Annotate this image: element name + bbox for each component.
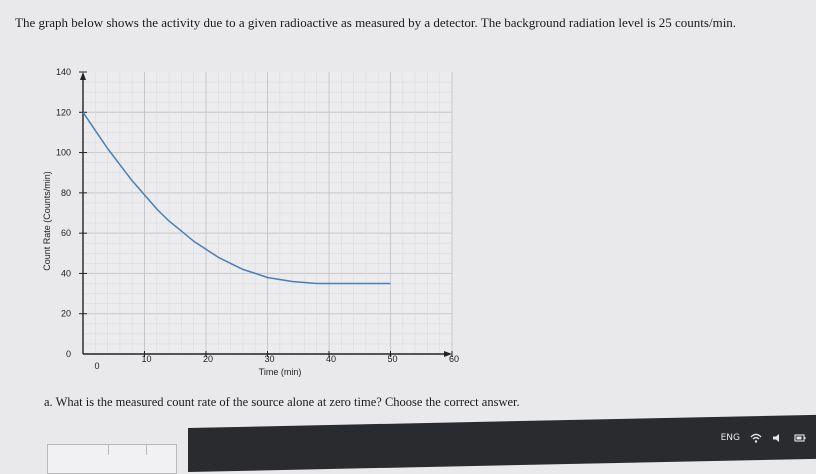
question-part-a: a. What is the measured count rate of th…	[44, 395, 520, 409]
x-tick-label: 0	[94, 361, 99, 371]
y-tick-label: 20	[61, 309, 71, 319]
speaker-icon[interactable]	[772, 433, 784, 443]
x-tick-label: 20	[203, 354, 213, 364]
y-tick-label: 60	[61, 228, 71, 238]
decay-curve	[82, 111, 391, 285]
question-intro: The graph below shows the activity due t…	[15, 15, 737, 30]
y-axis-arrow	[80, 72, 86, 80]
y-tick-label: 80	[61, 188, 71, 198]
y-tick-label: 40	[61, 268, 71, 278]
answer-box-divider	[146, 445, 147, 455]
answer-choice-box[interactable]	[47, 444, 177, 474]
y-tick-label: 100	[56, 148, 71, 158]
x-tick-label: 60	[449, 354, 459, 364]
y-tick-label: 140	[56, 67, 71, 77]
answer-box-divider	[108, 445, 109, 455]
x-axis-label: Time (min)	[259, 367, 302, 377]
y-tick-label: 120	[56, 107, 71, 117]
y-axis-label: Count Rate (Counts/min)	[42, 171, 52, 271]
x-tick-label: 50	[387, 354, 397, 364]
system-tray: ENG	[721, 433, 806, 443]
x-tick-label: 40	[326, 354, 336, 364]
battery-icon[interactable]	[794, 433, 806, 443]
x-tick-label: 10	[141, 354, 151, 364]
language-indicator[interactable]: ENG	[720, 433, 740, 443]
x-axis-arrow	[444, 351, 452, 357]
x-tick-label: 30	[264, 354, 274, 364]
y-tick-label: 0	[66, 349, 71, 359]
wifi-icon[interactable]	[750, 433, 762, 443]
